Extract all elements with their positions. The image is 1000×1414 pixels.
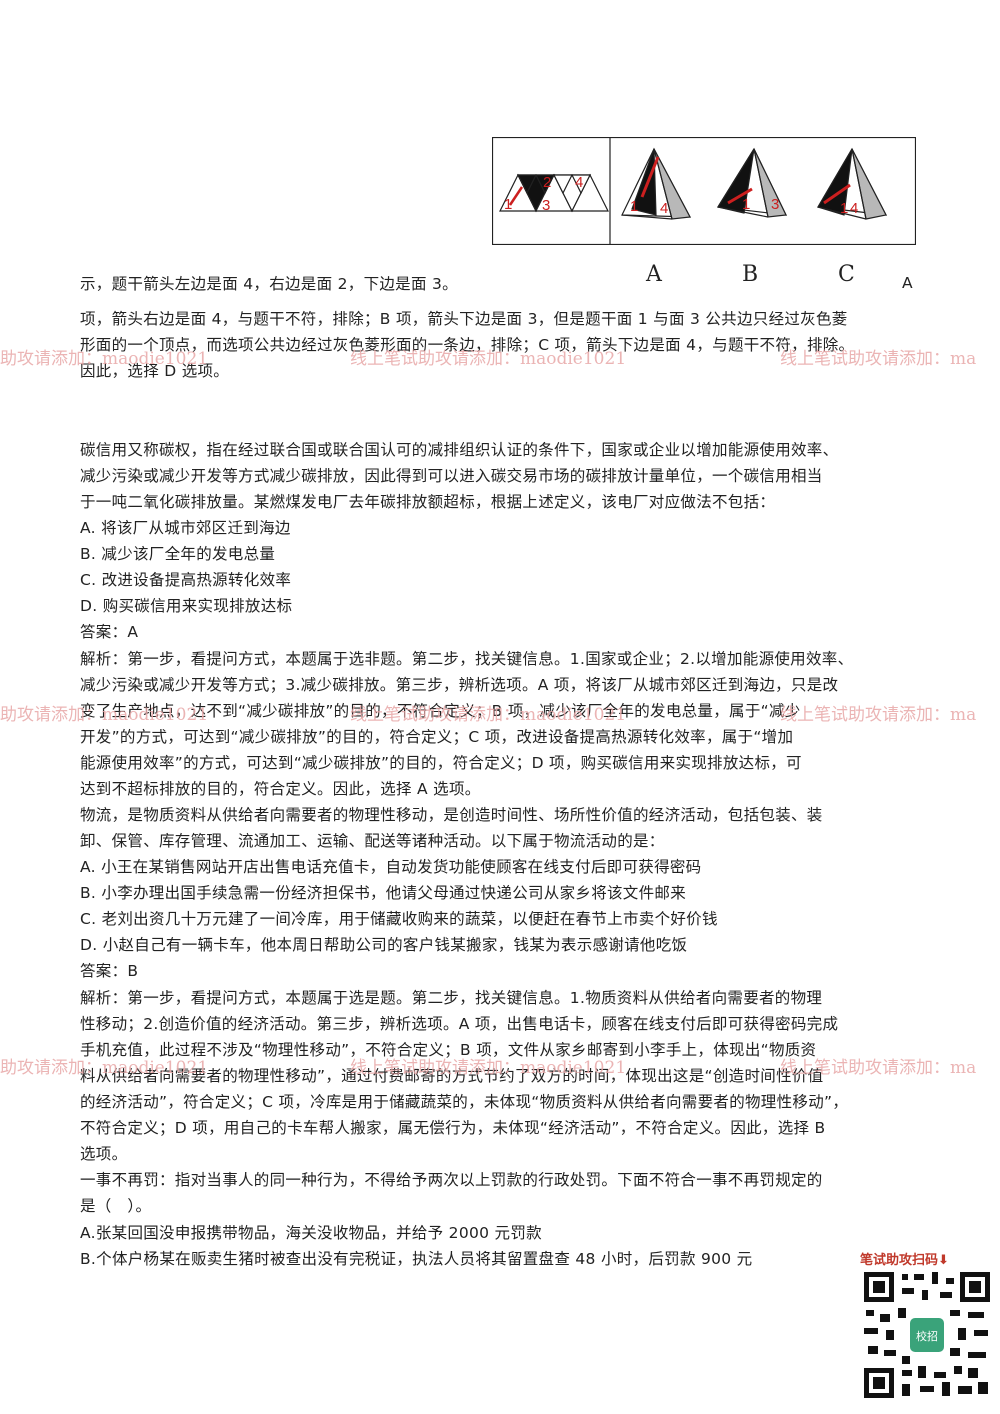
watermark: 线上笔试助攻请添加：ma [780,1058,977,1078]
text-line: 不符合定义；D 项，用自己的卡车帮人搬家，属无偿行为，未体现“经济活动”，不符合… [80,1119,826,1137]
text-line: 解析：第一步，看提问方式，本题属于选非题。第二步，找关键信息。1.国家或企业；2… [80,650,854,668]
text-line: 于一吨二氧化碳排放量。某燃煤发电厂去年碳排放额超标，根据上述定义，该电厂对应做法… [80,493,776,511]
trailing-a: A [902,274,913,292]
puzzle-figure: 1 2 3 4 1 4 1 3 1 4 [492,137,916,245]
stem-num-3: 3 [542,197,550,214]
text-line: B.个体户杨某在贩卖生猪时被查出没有完税证，执法人员将其留置盘查 48 小时，后… [80,1250,753,1268]
stem-num-4: 4 [575,174,583,191]
watermark: 线上笔试助攻请添加：maodie1021 [350,1058,627,1078]
text-line: 答案：B [80,962,139,980]
watermark: 线上笔试助攻请添加：maodie1021 [350,349,627,369]
qr-title: 笔试助攻扫码⬇ [860,1253,949,1268]
text-line: 料从供给者向需要者的物理性移动”，通过付费邮寄的方式节约了双方的时间，体现出这是… [80,1067,824,1085]
option-label-a: A [646,262,662,287]
text-line: 能源使用效率”的方式，可达到“减少碳排放”的目的，符合定义；D 项，购买碳信用来… [80,754,802,772]
text-line: 一事不再罚：指对当事人的同一种行为，不得给予两次以上罚款的行政处罚。下面不符合一… [80,1171,823,1189]
option-label-c: C [838,262,855,287]
option-c-pyramid [817,147,888,220]
stem-num-1: 1 [504,196,512,213]
option-label-b: B [742,262,759,287]
qr-center-label: 校招 [916,1329,938,1343]
text-line: 性移动；2.创造价值的经济活动。第三步，辨析选项。A 项，出售电话卡，顾客在线支… [80,1015,839,1033]
watermark: 助攻请添加：maodie1021 [0,1058,209,1078]
option-b-pyramid [716,147,788,218]
opt-b-num-1: 1 [742,196,750,213]
text-line: 减少污染或减少开发等方式；3.减少碳排放。第三步，辨析选项。A 项，将该厂从城市… [80,676,839,694]
stem-net [499,173,609,213]
text-line: D. 购买碳信用来实现排放达标 [80,597,293,615]
text-line: 变了生产地点，达不到“减少碳排放”的目的，不符合定义；B 项，减少该厂全年的发电… [80,702,801,720]
watermark: 助攻请添加：maodie1021 [0,349,209,369]
opt-c-num-1: 1 [840,200,848,217]
text-line: 手机充值，此过程不涉及“物理性移动”，不符合定义；B 项，文件从家乡邮寄到小李手… [80,1041,817,1059]
text-line: 物流，是物质资料从供给者向需要者的物理性移动，是创造时间性、场所性价值的经济活动… [80,806,823,824]
text-line: D. 小赵自己有一辆卡车，他本周日帮助公司的客户钱某搬家，钱某为表示感谢请他吃饭 [80,936,688,954]
option-a-pyramid [621,147,692,220]
text-line: 碳信用又称碳权，指在经过联合国或联合国认可的减排组织认证的条件下，国家或企业以增… [80,441,839,459]
text-line: 形面的一个顶点，而选项公共边经过灰色菱形面的一条边，排除；C 项，箭头下边是面 … [80,336,855,354]
text-line: 选项。 [80,1145,128,1163]
text-line: 的经济活动”，符合定义；C 项，冷库是用于储藏蔬菜的，未体现“物质资料从供给者向… [80,1093,849,1111]
text-line: 卸、保管、库存管理、流通加工、运输、配送等诸种活动。以下属于物流活动的是： [80,832,665,850]
stem-num-2: 2 [543,174,551,191]
text-line: A. 将该厂从城市郊区迁到海边 [80,519,291,537]
text-line: 开发”的方式，可达到“减少碳排放”的目的，符合定义；C 项，改进设备提高热源转化… [80,728,794,746]
text-line: 解析：第一步，看提问方式，本题属于选是题。第二步，找关键信息。1.物质资料从供给… [80,989,823,1007]
text-line: A. 小王在某销售网站开店出售电话充值卡，自动发货功能使顾客在线支付后即可获得密… [80,858,702,876]
text-line: 答案：A [80,623,139,641]
text-line: 达到不超标排放的目的，符合定义。因此，选择 A 选项。 [80,780,481,798]
opt-c-num-4: 4 [850,200,858,217]
text-line: B. 减少该厂全年的发电总量 [80,545,276,563]
opt-b-num-3: 3 [771,196,779,213]
text-line: C. 改进设备提高热源转化效率 [80,571,292,589]
text-line: 项，箭头右边是面 4，与题干不符，排除；B 项，箭头下边是面 3，但是题干面 1… [80,310,848,328]
qr-code[interactable]: 校招 [862,1270,992,1400]
text-line: 因此，选择 D 选项。 [80,362,230,380]
watermark: 线上笔试助攻请添加：maodie1021 [350,705,627,725]
watermark: 线上笔试助攻请添加：ma [780,349,977,369]
opt-a-num-4: 4 [660,200,668,217]
text-line: 减少污染或减少开发等方式减少碳排放，因此得到可以进入碳交易市场的碳排放计量单位，… [80,467,823,485]
opt-a-num-1: 1 [630,198,638,215]
text-line: C. 老刘出资几十万元建了一间冷库，用于储藏收购来的蔬菜，以便赶在春节上市卖个好… [80,910,718,928]
text-line: B. 小李办理出国手续急需一份经济担保书，他请父母通过快递公司从家乡将该文件邮来 [80,884,686,902]
text-line: A.张某回国没申报携带物品，海关没收物品，并给予 2000 元罚款 [80,1224,542,1242]
watermark: 线上笔试助攻请添加：ma [780,705,977,725]
watermark: 助攻请添加：maodie1021 [0,705,209,725]
text-line: 是（ ）。 [80,1197,152,1215]
text-line: 示，题干箭头左边是面 4，右边是面 2，下边是面 3。 [80,275,458,293]
